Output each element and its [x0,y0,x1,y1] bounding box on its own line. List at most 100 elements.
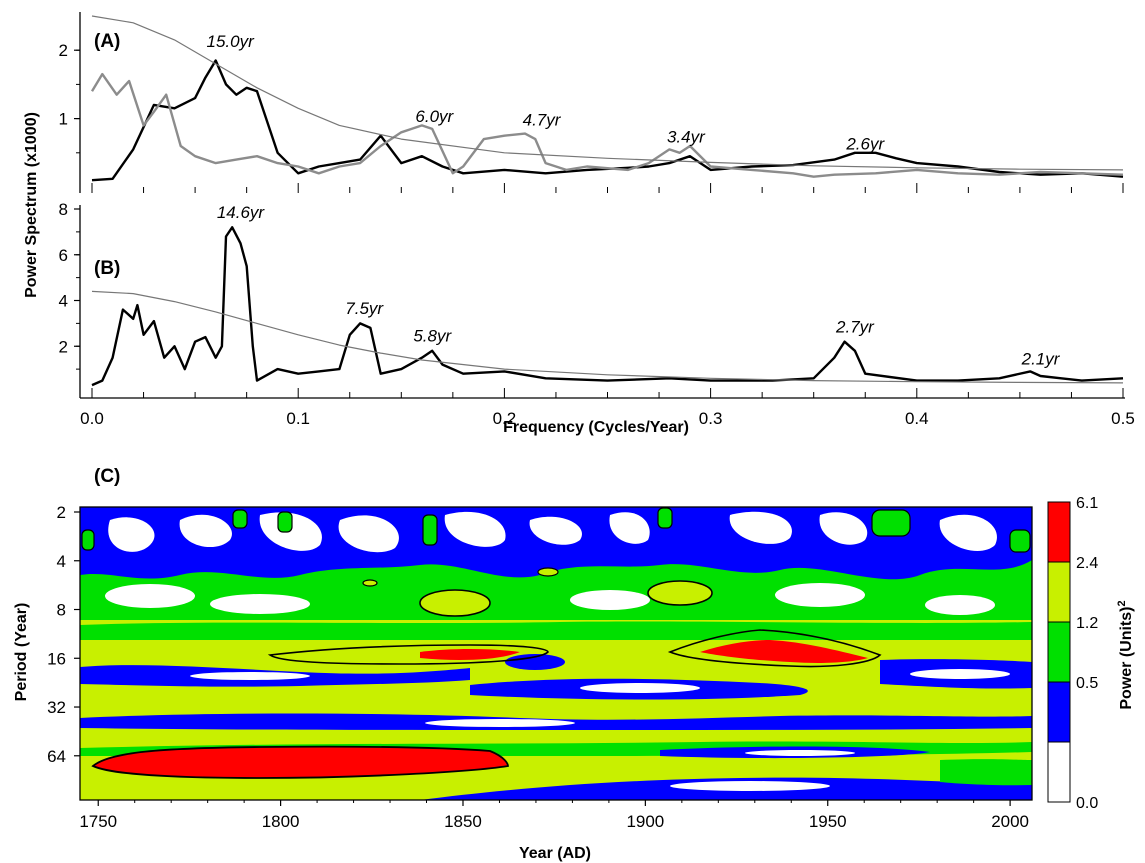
y-tick-label: 1 [59,110,68,129]
heatmap-white-mid-5 [925,595,995,615]
y-tick-label: 2 [59,337,68,356]
heatmap-white-lower-4 [425,719,575,727]
x-tick-label: 0.1 [286,409,310,428]
x-tick-label: 0.4 [905,409,929,428]
colorbar: 0.0 0.5 1.2 2.4 6.1 [1047,495,1098,812]
panel-b-ticks: 2 4 6 8 0.0 0.1 0.2 0.3 0.4 0.5 [59,200,1135,428]
y-axis-title-power-spectrum: Power Spectrum (x1000) [23,112,40,298]
heatmap-white-top-7 [609,512,650,544]
peak-annotation: 2.1yr [1021,350,1061,369]
y-tick-label: 6 [59,246,68,265]
y-tick-label: 8 [57,601,66,620]
peak-annotation: 5.8yr [413,327,452,346]
y-tick-label: 8 [59,200,68,219]
heatmap-white-top-6 [529,516,582,545]
heatmap-contour-small-5 [657,507,673,529]
heatmap-band-green-lower [80,621,1032,640]
x-tick-label: 0.3 [699,409,723,428]
heatmap-white-top-3 [259,512,322,551]
x-axis-title-frequency: Frequency (Cycles/Year) [503,419,689,436]
peak-annotation: 2.6yr [845,134,885,153]
panel-b-annotations: 14.6yr 7.5yr 5.8yr 2.7yr 2.1yr [217,203,1061,368]
panel-c-label: (C) [94,466,120,487]
colorbar-swatch [1047,741,1071,803]
panel-a-annotations: 15.0yr 6.0yr 4.7yr 3.4yr 2.6yr [207,32,886,154]
y-axis-title-period: Period (Year) [13,603,30,702]
heatmap-white-lower-3 [910,669,1010,679]
heatmap-contour-small-1 [81,529,95,551]
colorbar-swatch [1047,621,1071,683]
x-tick-label: 1900 [626,812,664,831]
panel-c-ticks: 1750 1800 1850 1900 1950 2000 2 4 8 16 32 64 [47,503,1029,831]
peak-annotation: 4.7yr [523,110,562,129]
colorbar-title: Power (Units)2 [1116,600,1135,709]
heatmap-white-lower-5 [745,750,855,756]
y-tick-label: 32 [47,698,66,717]
heatmap-white-top-8 [729,511,792,544]
heatmap-contour-16yr-b [667,629,882,668]
heatmap-white-top-5 [444,511,506,547]
y-tick-label: 2 [57,503,66,522]
heatmap-contour-small-6 [871,509,911,537]
heatmap-white-top-9 [819,512,868,545]
y-tick-label: 64 [47,747,66,766]
y-tick-label: 2 [59,41,68,60]
heatmap-contour-small-3 [277,511,293,533]
colorbar-level-label: 6.1 [1076,495,1098,512]
peak-annotation: 3.4yr [667,128,706,147]
heatmap-blue-blob-1 [505,654,565,670]
heatmap-contour-small-9 [537,567,559,577]
heatmap-white-top-10 [939,514,997,551]
heatmap-yellow-8yr-2 [647,580,713,606]
heatmap-white-top-4 [338,515,399,553]
colorbar-swatch [1047,561,1071,623]
spectrum-line [91,226,1124,387]
spectrum-line [90,72,1124,178]
peak-annotation: 15.0yr [207,32,256,51]
x-tick-label: 0.0 [80,409,104,428]
x-tick-label: 0.5 [1111,409,1135,428]
colorbar-level-label: 0.0 [1076,795,1098,812]
heatmap-red-16yr-a [420,649,520,660]
x-tick-label: 1750 [79,812,117,831]
peak-annotation: 7.5yr [345,299,384,318]
heatmap-white-lower-2 [190,672,310,680]
panel-c: (C) [13,466,1135,862]
peak-annotation: 2.7yr [835,318,875,337]
y-tick-label: 4 [57,552,66,571]
heatmap-white-mid-2 [210,594,310,614]
peak-annotation: 14.6yr [217,203,266,222]
colorbar-level-label: 1.2 [1076,615,1098,632]
heatmap-yellow-8yr-1 [419,589,491,617]
heatmap-regions [80,507,1032,800]
heatmap-white-top-1 [108,517,155,552]
colorbar-title-sup: 2 [1116,600,1128,606]
x-tick-label: 1950 [809,812,847,831]
panel-b-series [91,226,1124,387]
spectrum-line [91,59,1124,182]
panel-a-series [90,15,1124,182]
panel-a-label: (A) [94,31,120,52]
heatmap-frame [79,506,1033,801]
heatmap-contour-small-8 [362,579,378,587]
y-tick-label: 16 [47,649,66,668]
heatmap-white-mid-3 [570,590,650,610]
x-tick-label: 1800 [262,812,300,831]
x-tick-label: 0.2 [493,409,517,428]
colorbar-level-label: 2.4 [1076,555,1098,572]
panel-a-ticks: 12 [59,41,1124,193]
heatmap-white-mid-1 [105,584,195,608]
heatmap-red-16yr-b [700,640,868,663]
colorbar-swatch [1047,681,1071,743]
heatmap-red-64yr [91,745,509,779]
colorbar-level-label: 0.5 [1076,675,1098,692]
x-tick-label: 2000 [991,812,1029,831]
colorbar-title-text: Power (Units) [1118,607,1135,710]
colorbar-swatch [1047,501,1071,563]
y-tick-label: 4 [59,292,68,311]
heatmap-white-top-2 [179,514,232,548]
heatmap-white-mid-4 [775,583,865,607]
